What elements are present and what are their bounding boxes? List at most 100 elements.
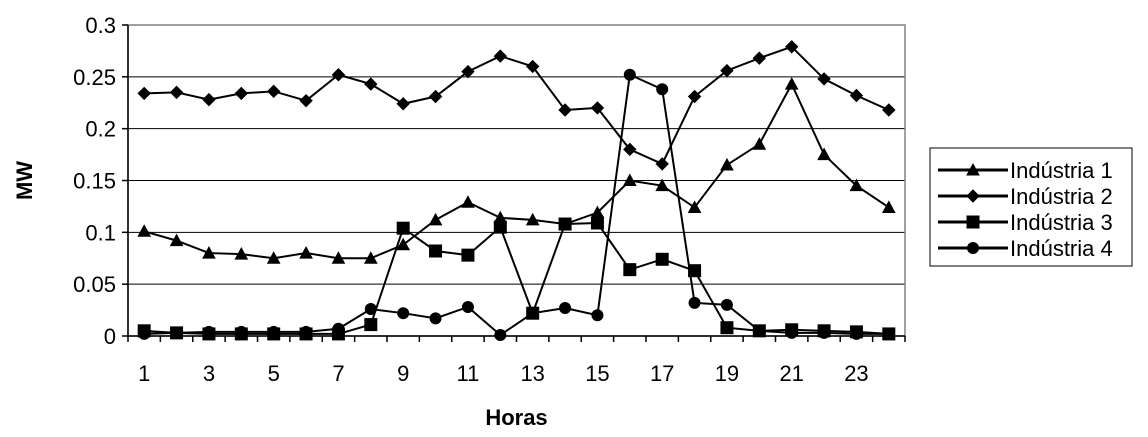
circle-point bbox=[656, 83, 669, 96]
circle-point bbox=[364, 303, 377, 316]
series-2 bbox=[137, 40, 896, 171]
square-point bbox=[688, 264, 702, 278]
legend-entry: Indústria 3 bbox=[938, 210, 1113, 235]
diamond-point bbox=[655, 157, 669, 171]
legend-box bbox=[929, 147, 1133, 267]
square-point bbox=[364, 318, 378, 332]
diamond-point bbox=[461, 64, 475, 79]
diamond-point bbox=[590, 101, 605, 115]
legend-entry: Indústria 2 bbox=[938, 184, 1113, 209]
x-tick-label: 19 bbox=[715, 361, 739, 386]
square-point bbox=[623, 263, 637, 277]
x-tick-label: 5 bbox=[268, 361, 280, 386]
x-tick-label: 7 bbox=[332, 361, 344, 386]
triangle-point bbox=[881, 200, 896, 213]
circle-point bbox=[170, 326, 183, 339]
circle-point bbox=[591, 309, 604, 322]
diamond-point bbox=[849, 88, 864, 103]
circle-point bbox=[559, 302, 572, 315]
circle-point bbox=[461, 300, 474, 313]
triangle-point bbox=[363, 251, 378, 264]
y-tick-label: 0.3 bbox=[85, 13, 116, 38]
triangle-point bbox=[849, 178, 864, 192]
square-point bbox=[429, 244, 443, 258]
diamond-point bbox=[525, 59, 540, 74]
triangle-point bbox=[784, 77, 799, 90]
series-line bbox=[144, 45, 890, 166]
square-point bbox=[590, 216, 604, 230]
triangle-point bbox=[137, 224, 152, 237]
legend-label: Indústria 2 bbox=[1010, 184, 1113, 209]
y-tick-label: 0.1 bbox=[85, 220, 116, 245]
triangle-point bbox=[461, 195, 475, 208]
diamond-point bbox=[331, 68, 346, 82]
tick-labels: 00.050.10.150.20.250.31 3 5 7 9 11 13 15 17 19 21 2… bbox=[73, 13, 869, 386]
diamond-point bbox=[396, 97, 410, 111]
circle-point bbox=[720, 298, 733, 311]
gridlines bbox=[128, 24, 905, 285]
legend-label: Indústria 4 bbox=[1010, 236, 1113, 261]
diamond-point bbox=[817, 72, 831, 86]
series-line bbox=[143, 81, 890, 260]
diamond-point bbox=[752, 51, 767, 65]
series-line bbox=[144, 221, 889, 335]
series-3 bbox=[137, 216, 896, 341]
circle-point bbox=[138, 327, 151, 340]
square-point bbox=[493, 220, 507, 234]
y-axis-title: MW bbox=[12, 161, 37, 200]
axes bbox=[122, 24, 906, 342]
legend-diamond-icon bbox=[966, 189, 980, 203]
legend-label: Indústria 3 bbox=[1010, 210, 1113, 235]
triangle-point bbox=[817, 147, 831, 161]
circle-point bbox=[818, 326, 831, 339]
circle-point bbox=[267, 325, 280, 338]
x-tick-label: 13 bbox=[520, 361, 544, 386]
legend-entry: Indústria 1 bbox=[938, 158, 1113, 183]
diamond-point bbox=[299, 93, 313, 108]
x-axis-title: Horas bbox=[485, 405, 547, 430]
square-point bbox=[558, 217, 572, 231]
triangle-point bbox=[299, 246, 313, 259]
triangle-point bbox=[687, 200, 702, 213]
triangle-point bbox=[428, 212, 443, 226]
circle-point bbox=[300, 325, 313, 338]
circle-point bbox=[688, 296, 701, 309]
x-tick-label: 3 bbox=[203, 361, 215, 386]
circle-point bbox=[494, 328, 507, 341]
x-tick-label: 11 bbox=[457, 361, 480, 386]
legend-square-icon bbox=[966, 215, 980, 229]
diamond-point bbox=[784, 40, 799, 54]
circle-point bbox=[332, 322, 345, 335]
square-point bbox=[655, 252, 669, 266]
x-tick-label: 9 bbox=[397, 361, 409, 386]
triangle-point bbox=[169, 233, 184, 247]
series-line bbox=[144, 73, 889, 337]
diamond-point bbox=[137, 86, 151, 101]
legend-triangle-icon bbox=[966, 162, 980, 176]
y-tick-label: 0 bbox=[104, 324, 116, 349]
y-tick-label: 0.2 bbox=[85, 117, 116, 142]
diamond-point bbox=[687, 89, 702, 104]
diamond-point bbox=[266, 84, 281, 99]
diamond-point bbox=[234, 86, 249, 101]
circle-point bbox=[397, 307, 410, 320]
circle-point bbox=[235, 325, 248, 338]
diamond-point bbox=[202, 92, 216, 107]
x-tick-label: 1 bbox=[138, 361, 150, 386]
diamond-point bbox=[558, 103, 572, 117]
triangle-point bbox=[331, 251, 346, 264]
legend-label: Indústria 1 bbox=[1010, 158, 1113, 183]
series-lines bbox=[137, 40, 896, 341]
x-tick-label: 15 bbox=[585, 361, 609, 386]
y-tick-label: 0.15 bbox=[73, 169, 116, 194]
diamond-point bbox=[623, 142, 637, 157]
diamond-point bbox=[428, 89, 443, 104]
triangle-point bbox=[720, 157, 734, 171]
series-1 bbox=[137, 77, 896, 264]
square-point bbox=[720, 321, 734, 335]
legend-entry: Indústria 4 bbox=[938, 236, 1113, 261]
triangle-point bbox=[396, 237, 411, 251]
triangle-point bbox=[525, 212, 540, 226]
